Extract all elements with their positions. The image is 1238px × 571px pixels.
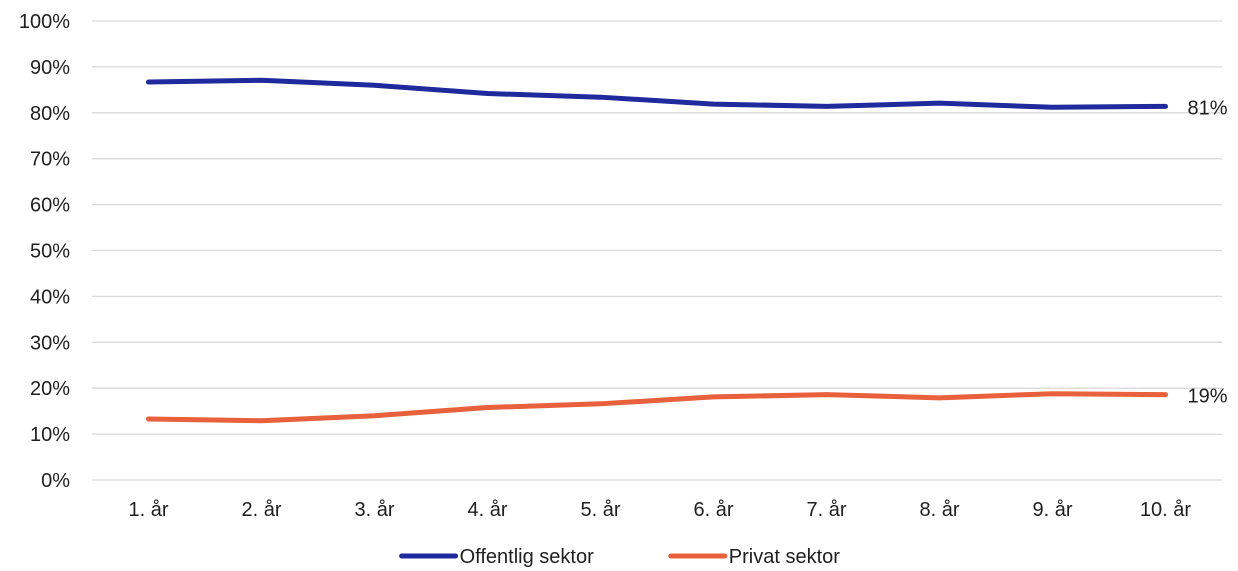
end-data-label: 81% [1188,97,1228,119]
y-tick-label: 20% [30,378,70,400]
y-axis: 0% 10% 20% 30% 40% 50% 60% 70% 80% 90% 100% [19,11,70,492]
x-axis: 1. år 2. år 3. år 4. år 5. år 6. år 7. år 8. år… [128,499,1191,521]
gridlines [92,20,1222,481]
y-tick-label: 60% [30,195,70,217]
y-tick-label: 30% [30,332,70,354]
y-tick-label: 0% [41,470,70,492]
y-tick-label: 100% [19,11,70,33]
x-tick-label: 10. år [1140,499,1191,521]
x-tick-label: 8. år [919,499,959,521]
data-labels: 81% 19% [1188,97,1228,407]
x-tick-label: 7. år [806,499,846,521]
y-tick-label: 80% [30,103,70,125]
series-line-1 [146,77,1168,110]
series-line-2 [146,391,1168,424]
y-tick-label: 10% [30,424,70,446]
x-tick-label: 1. år [128,499,168,521]
x-tick-label: 9. år [1032,499,1072,521]
legend: Offentlig sektor Privat sektor [399,546,840,568]
x-tick-label: 3. år [354,499,394,521]
x-tick-label: 6. år [693,499,733,521]
y-tick-label: 50% [30,241,70,263]
legend-item: Privat sektor [668,546,840,568]
legend-item: Offentlig sektor [399,546,594,568]
y-tick-label: 70% [30,149,70,171]
x-tick-label: 5. år [580,499,620,521]
y-tick-label: 40% [30,286,70,308]
legend-label: Offentlig sektor [460,546,594,568]
x-tick-label: 4. år [467,499,507,521]
y-tick-label: 90% [30,57,70,79]
series-lines [146,77,1168,424]
legend-label: Privat sektor [729,546,840,568]
x-tick-label: 2. år [241,499,281,521]
end-data-label: 19% [1188,386,1228,408]
